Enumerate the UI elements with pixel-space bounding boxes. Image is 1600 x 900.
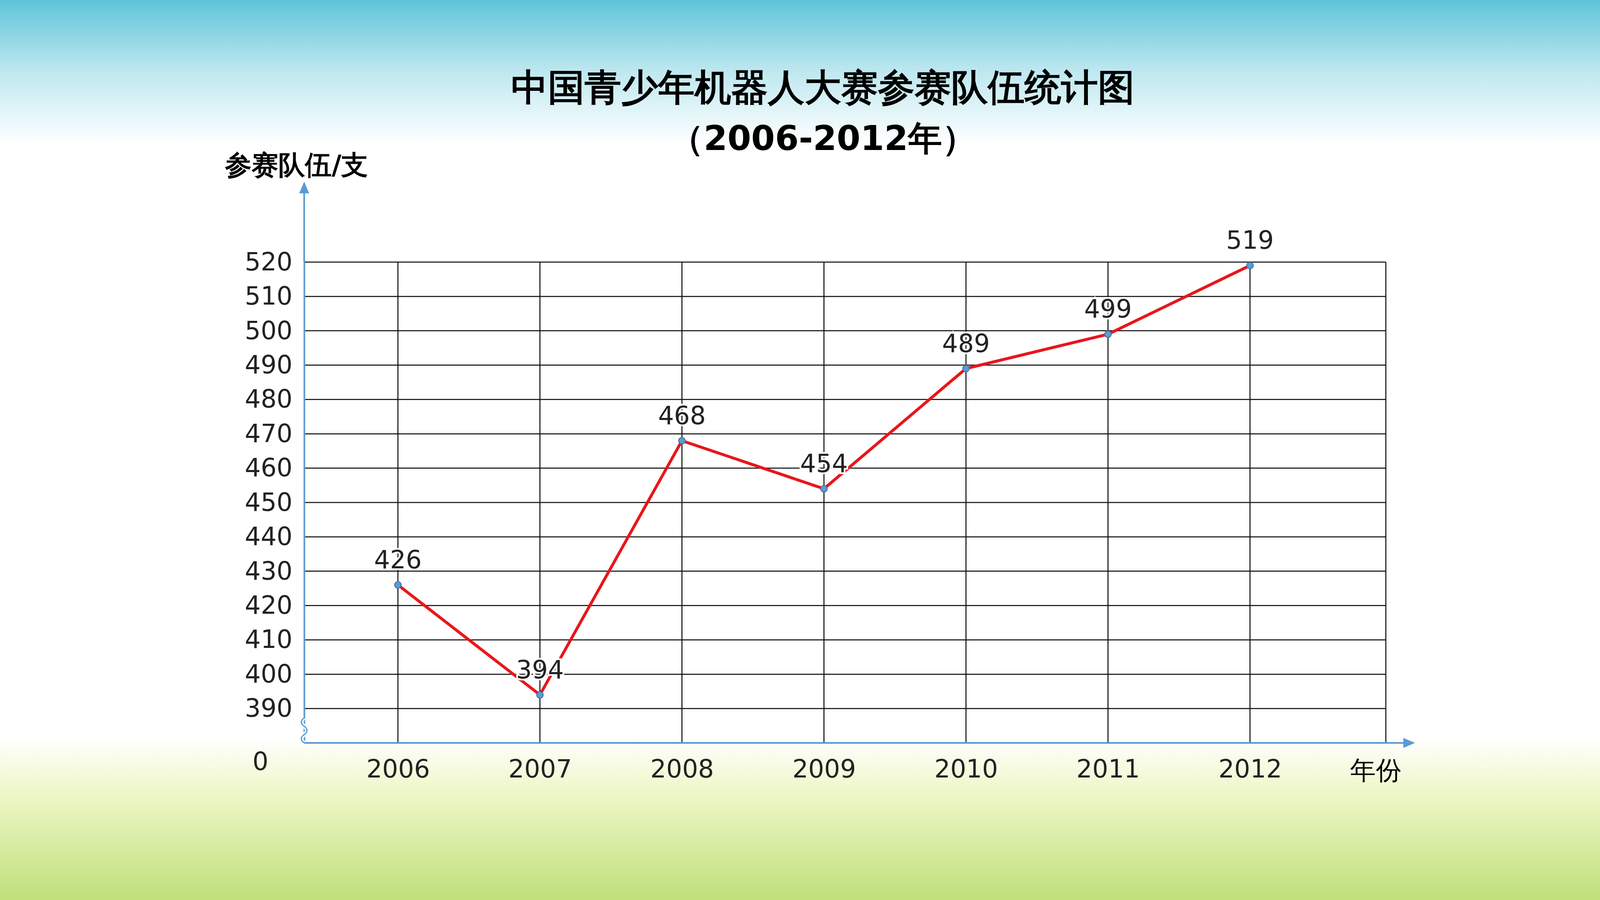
grid-line-v [823, 262, 825, 743]
grid-line-h [304, 330, 1386, 332]
x-tick-label: 2008 [650, 754, 715, 784]
y-tick: 420 [244, 590, 305, 620]
data-point [536, 691, 544, 699]
y-tick-label: 460 [244, 452, 293, 483]
title: 中国青少年机器人大赛参赛队伍统计图 [511, 65, 1135, 109]
axis-break-line [301, 717, 308, 743]
x-tick-label: 2011 [1076, 754, 1140, 784]
y-tick-label: 500 [244, 315, 293, 345]
y-tick: 400 [244, 659, 305, 689]
data-point [1104, 330, 1112, 338]
x-tick: 2006 [366, 742, 430, 784]
data-label: 426 [374, 545, 423, 575]
data-label: 489 [942, 328, 990, 358]
y-tick: 450 [244, 487, 305, 517]
y-tick: 500 [244, 315, 305, 345]
y-axis-line [303, 262, 306, 744]
data-point [820, 485, 828, 493]
grid-line-h [304, 673, 1386, 675]
y-tick-label: 440 [244, 521, 293, 551]
y-tick: 520 [244, 247, 305, 277]
grid-line-h [304, 707, 1386, 710]
y-axis: 390 400 410 420 430 440 450 460 470 480 490 500 510 5… [244, 247, 305, 744]
y-tick-label: 480 [244, 384, 293, 414]
y-axis-arrowhead [299, 181, 310, 194]
data-point [678, 437, 686, 445]
y-tick: 470 [244, 418, 305, 448]
x-axis-title: 年份 [1350, 755, 1402, 786]
grid-line-v [681, 262, 683, 743]
origin-label: 0 [252, 746, 269, 776]
y-tick-label: 520 [244, 247, 293, 277]
x-tick: 2007 [508, 742, 573, 784]
data-point [394, 581, 402, 589]
x-tick-label: 2012 [1218, 754, 1283, 784]
data-label: 499 [1084, 294, 1133, 324]
x-tick-label: 2010 [934, 754, 998, 784]
grid-line-h [304, 570, 1386, 573]
x-tick: 2009 [792, 742, 857, 784]
y-tick: 430 [244, 556, 305, 586]
y-tick-label: 430 [244, 556, 293, 586]
y-tick-label: 420 [244, 590, 293, 620]
y-tick: 390 [244, 693, 305, 723]
y-tick-label: 450 [244, 487, 293, 517]
y-tick: 510 [244, 281, 305, 311]
y-tick-label: 400 [244, 659, 293, 689]
grid-line-v [1249, 262, 1251, 743]
x-tick: 2011 [1076, 742, 1140, 784]
y-tick-label: 490 [244, 350, 293, 380]
plot-area [394, 262, 1254, 698]
x-tick: 2012 [1218, 742, 1283, 784]
grid-line-h [304, 295, 1386, 298]
chart: 中国青少年机器人大赛参赛队伍统计图 （2006-2012年） 参赛队伍/支年份 390… [0, 0, 1600, 900]
grid-line-h [304, 433, 1386, 435]
plot-frame-right [1385, 262, 1387, 743]
data-label: 519 [1226, 225, 1275, 255]
x-axis-arrowhead [1403, 737, 1415, 748]
subtitle: （2006-2012年） [669, 118, 977, 158]
axis-break [301, 717, 308, 743]
x-tick-label: 2006 [366, 754, 430, 784]
grid-line-h [304, 364, 1386, 366]
x-tick-label: 2007 [508, 754, 573, 784]
y-tick-label: 390 [244, 693, 293, 723]
y-tick: 410 [244, 624, 305, 654]
y-tick-label: 410 [244, 624, 293, 654]
y-tick-label: 510 [244, 281, 293, 311]
grid-line-v [397, 262, 399, 743]
grid-line-h [304, 398, 1386, 400]
grid-line-h [304, 605, 1386, 607]
x-tick-label: 2009 [792, 754, 857, 784]
data-label: 468 [657, 400, 706, 430]
grid-line-h [304, 502, 1386, 504]
y-tick: 480 [244, 384, 305, 414]
data-label: 394 [516, 655, 565, 685]
x-axis-line [304, 742, 1386, 744]
y-tick: 460 [244, 452, 305, 483]
grid-line-h [304, 261, 1386, 263]
x-tick: 2008 [650, 742, 715, 784]
y-axis-arrow-line [303, 183, 305, 263]
data-point [962, 365, 970, 373]
grid-line-h [304, 536, 1386, 538]
y-tick: 440 [244, 521, 305, 551]
data-label: 454 [800, 448, 848, 478]
data-line [397, 265, 1250, 695]
grid [304, 262, 1386, 743]
x-axis: 2006 2007 2008 2009 2010 2011 2012 [304, 742, 1386, 784]
y-axis-title: 参赛队伍/支 [224, 149, 368, 181]
data-point [1246, 262, 1254, 269]
y-tick: 490 [244, 350, 305, 380]
x-tick: 2010 [934, 742, 998, 784]
y-tick-label: 470 [244, 418, 293, 448]
